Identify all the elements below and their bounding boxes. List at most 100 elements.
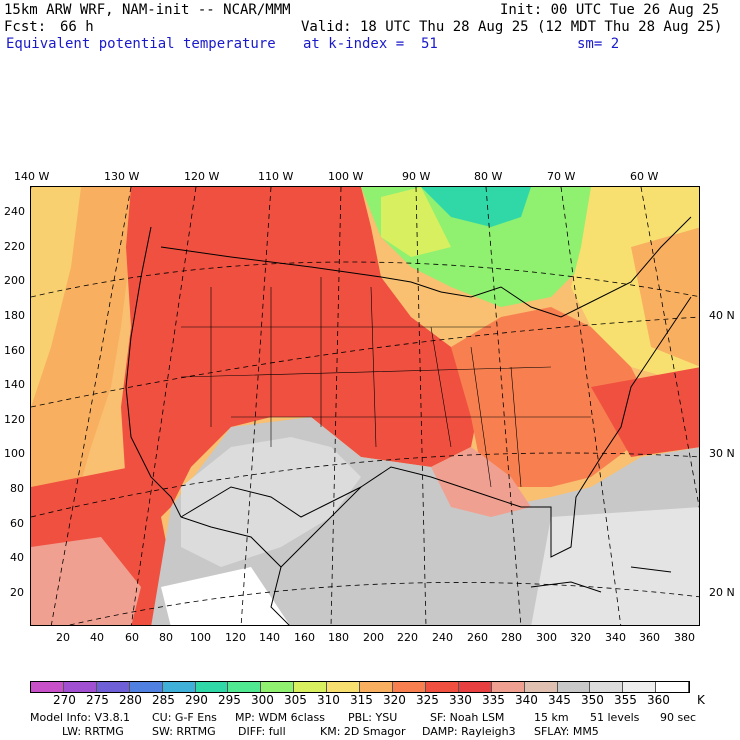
x-label-60: 60 [125,631,139,644]
forecast-hours: 66 h [60,19,94,35]
us-west-coast [125,226,182,518]
great-lakes-border [440,216,692,318]
lat-label-40n: 40 N [709,309,735,322]
y-label-160: 160 [4,344,25,357]
political-boundaries [125,216,692,625]
plains-yellow-field [381,187,451,257]
y-label-100: 100 [4,447,25,460]
canada-teal-field [421,187,531,227]
x-label-260: 260 [467,631,488,644]
colorbar-label: 355 [614,693,637,707]
lon-label-70w: 70 W [547,170,576,183]
us-south-east-coast [180,296,692,568]
grid-lon-80w [485,187,522,625]
colorbar-swatch [96,682,130,692]
valid-time: Valid: 18 UTC Thu 28 Aug 25 (12 MDT Thu … [301,19,723,35]
western-red-field [121,187,481,527]
x-label-100: 100 [190,631,211,644]
colorbar-label: 320 [383,693,406,707]
y-label-220: 220 [4,240,25,253]
footer-model-info: Model Info: V3.8.1 [30,711,131,724]
mexico-lightgray-field [181,437,361,567]
colorbar-swatch [162,682,196,692]
colorbar-label: 330 [449,693,472,707]
footer-km: KM: 2D Smagor [320,725,406,738]
colorbar-label: 315 [350,693,373,707]
x-label-360: 360 [639,631,660,644]
mexico-coast [270,566,290,625]
colorbar-swatch [458,682,492,692]
lon-label-60w: 60 W [630,170,659,183]
us-canada-border [160,246,442,293]
pacific-white-field [161,567,290,625]
colorbar-swatch [129,682,163,692]
y-label-60: 60 [10,517,24,530]
x-label-380: 380 [674,631,695,644]
x-label-120: 120 [225,631,246,644]
field-name: Equivalent potential temperature [6,36,276,52]
lon-label-80w: 80 W [474,170,503,183]
x-label-140: 140 [259,631,280,644]
footer-resolution: 15 km [534,711,569,724]
colorbar [30,681,690,693]
lon-label-140w: 140 W [14,170,50,183]
smoothing-info: sm= 2 [577,36,620,52]
grid-lon-120w [130,187,197,625]
state-lines-horizontal [180,326,591,418]
colorbar-label: 360 [647,693,670,707]
colorbar-swatch [31,682,64,692]
lon-label-120w: 120 W [184,170,220,183]
colorbar-swatch [392,682,426,692]
baja-salmon-field [31,537,141,625]
colorbar-swatch [425,682,459,692]
colorbar-label: 300 [251,693,274,707]
footer-levels: 51 levels [590,711,640,724]
atlantic-red-field [591,367,699,457]
y-label-20: 20 [10,586,24,599]
grid-lon-130w [50,187,132,625]
colorbar-label: 285 [152,693,175,707]
colorbar-swatch [590,682,624,692]
lon-label-90w: 90 W [402,170,431,183]
y-label-240: 240 [4,205,25,218]
x-label-40: 40 [90,631,104,644]
lat-label-20n: 20 N [709,586,735,599]
us-mexico-border [180,486,362,518]
x-label-80: 80 [159,631,173,644]
colorbar-swatch [360,682,393,692]
y-label-40: 40 [10,551,24,564]
footer-diff: DIFF: full [238,725,286,738]
footer-sf: SF: Noah LSM [430,711,505,724]
x-label-180: 180 [328,631,349,644]
colorbar-unit: K [697,693,705,707]
colorbar-label: 350 [581,693,604,707]
y-label-140: 140 [4,378,25,391]
forecast-label: Fcst: [4,19,47,35]
lat-label-30n: 30 N [709,447,735,460]
grid-lon-60w [640,187,699,509]
x-label-20: 20 [56,631,70,644]
grid-lat-30n [31,452,699,518]
grid-lon-70w [560,187,622,625]
colorbar-swatch [656,682,690,692]
colorbar-swatch [491,682,525,692]
grid-lon-110w [240,187,272,625]
state-lines [210,277,522,488]
colorbar-label: 305 [284,693,307,707]
caribbean-islands [530,566,672,593]
colorbar-label: 310 [317,693,340,707]
y-label-80: 80 [10,482,24,495]
lon-label-100w: 100 W [328,170,364,183]
map-panel [30,186,700,626]
colorbar-swatch [63,682,97,692]
footer-timestep: 90 sec [660,711,697,724]
colorbar-swatch [228,682,262,692]
y-label-120: 120 [4,413,25,426]
colorbar-label: 325 [416,693,439,707]
footer-sflay: SFLAY: MM5 [534,725,599,738]
colorbar-label: 335 [482,693,505,707]
colorbar-swatch [557,682,591,692]
footer-damp: DAMP: Rayleigh3 [422,725,516,738]
colorbar-label: 345 [548,693,571,707]
colorbar-label: 275 [86,693,109,707]
